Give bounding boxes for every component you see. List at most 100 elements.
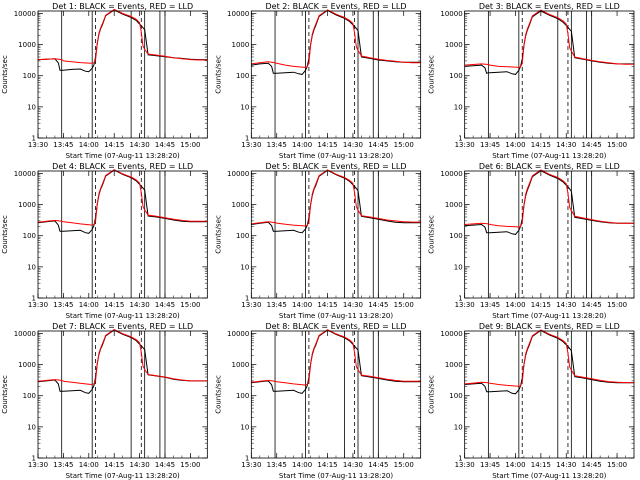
y-tick-label: 10000 xyxy=(14,10,36,18)
x-tick-label: 14:15 xyxy=(104,141,124,149)
x-axis-label: Start Time (07-Aug-11 13:28:20) xyxy=(492,472,606,480)
y-tick-label: 1 xyxy=(32,295,36,303)
x-tick-label: 13:45 xyxy=(480,141,500,149)
y-tick-label: 1000 xyxy=(18,361,36,369)
y-tick-label: 10000 xyxy=(440,330,462,338)
y-tick-label: 10 xyxy=(454,103,463,111)
y-tick-label: 100 xyxy=(23,72,36,80)
plot-frame xyxy=(37,330,208,459)
x-axis-label: Start Time (07-Aug-11 13:28:20) xyxy=(492,312,606,320)
panel-9: Det 9: BLACK = Events, RED = LLD Counts/s… xyxy=(428,322,635,480)
y-axis-label: Counts/sec xyxy=(214,215,222,254)
y-axis-label: Counts/sec xyxy=(428,55,436,94)
x-tick-label: 13:45 xyxy=(53,461,73,469)
y-axis-label: Counts/sec xyxy=(214,375,222,414)
series-line-lld xyxy=(464,329,634,387)
x-tick-label: 14:45 xyxy=(582,301,602,309)
y-tick-label: 10 xyxy=(454,423,463,431)
panel-title: Det 5: BLACK = Events, RED = LLD xyxy=(266,162,407,171)
x-tick-label: 13:30 xyxy=(28,301,48,309)
x-tick-label: 14:00 xyxy=(505,461,525,469)
x-tick-label: 15:00 xyxy=(180,301,200,309)
x-tick-label: 14:30 xyxy=(556,461,576,469)
series-line-lld xyxy=(37,329,208,386)
y-tick-label: 10000 xyxy=(227,170,249,178)
y-tick-label: 100 xyxy=(236,392,249,400)
x-tick-label: 13:45 xyxy=(267,301,287,309)
y-axis-label: Counts/sec xyxy=(1,215,9,254)
y-tick-label: 10 xyxy=(240,103,249,111)
x-tick-label: 14:45 xyxy=(582,141,602,149)
x-tick-label: 14:30 xyxy=(130,141,150,149)
x-tick-label: 14:00 xyxy=(79,301,99,309)
x-tick-label: 13:45 xyxy=(267,461,287,469)
x-tick-label: 15:00 xyxy=(607,301,627,309)
plot-frame xyxy=(250,10,422,139)
x-axis-label: Start Time (07-Aug-11 13:28:20) xyxy=(492,152,606,160)
y-axis-label: Counts/sec xyxy=(214,55,222,94)
y-tick-label: 1 xyxy=(458,455,462,463)
x-tick-label: 13:30 xyxy=(455,461,475,469)
panel-title: Det 2: BLACK = Events, RED = LLD xyxy=(266,2,407,11)
x-tick-label: 14:15 xyxy=(104,461,124,469)
series-line-lld xyxy=(251,329,421,386)
y-tick-label: 10000 xyxy=(14,170,36,178)
y-tick-label: 10 xyxy=(27,423,36,431)
y-tick-label: 10 xyxy=(27,263,36,271)
x-tick-label: 14:45 xyxy=(155,141,175,149)
y-tick-label: 100 xyxy=(449,72,462,80)
y-axis-label: Counts/sec xyxy=(428,215,436,254)
x-tick-label: 14:45 xyxy=(368,141,388,149)
x-axis-label: Start Time (07-Aug-11 13:28:20) xyxy=(66,472,180,480)
series-line-events xyxy=(464,170,634,235)
series-line-lld xyxy=(251,9,421,68)
x-axis-label: Start Time (07-Aug-11 13:28:20) xyxy=(279,312,393,320)
series-line-lld xyxy=(37,8,208,64)
y-tick-label: 100 xyxy=(449,232,462,240)
x-tick-label: 13:30 xyxy=(241,301,261,309)
x-tick-label: 13:30 xyxy=(241,141,261,149)
plot-frame xyxy=(37,170,208,299)
x-axis-label: Start Time (07-Aug-11 13:28:20) xyxy=(66,312,180,320)
series-line-lld xyxy=(37,169,208,226)
panel-2: Det 2: BLACK = Events, RED = LLD Counts/s… xyxy=(214,2,422,160)
x-tick-label: 14:00 xyxy=(79,141,99,149)
x-tick-label: 14:45 xyxy=(368,301,388,309)
x-tick-label: 14:15 xyxy=(317,461,337,469)
panel-5: Det 5: BLACK = Events, RED = LLD Counts/s… xyxy=(214,162,422,320)
x-tick-label: 13:45 xyxy=(53,141,73,149)
y-tick-label: 100 xyxy=(449,392,462,400)
x-tick-label: 14:30 xyxy=(130,461,150,469)
x-tick-label: 13:30 xyxy=(28,461,48,469)
x-tick-label: 13:45 xyxy=(267,141,287,149)
y-tick-label: 1000 xyxy=(18,41,36,49)
y-axis-label: Counts/sec xyxy=(1,375,9,414)
plot-frame xyxy=(464,330,635,459)
x-tick-label: 13:30 xyxy=(455,301,475,309)
x-tick-label: 14:00 xyxy=(292,141,312,149)
x-tick-label: 14:15 xyxy=(104,301,124,309)
y-tick-label: 1 xyxy=(245,455,249,463)
x-tick-label: 14:15 xyxy=(531,301,551,309)
y-tick-label: 100 xyxy=(23,392,36,400)
panel-title: Det 3: BLACK = Events, RED = LLD xyxy=(479,2,620,11)
y-tick-label: 10000 xyxy=(14,330,36,338)
y-tick-label: 100 xyxy=(23,232,36,240)
x-tick-label: 15:00 xyxy=(180,141,200,149)
y-tick-label: 1 xyxy=(245,295,249,303)
y-tick-label: 10000 xyxy=(227,10,249,18)
x-tick-label: 13:30 xyxy=(28,141,48,149)
x-tick-label: 14:45 xyxy=(155,301,175,309)
y-tick-label: 1 xyxy=(245,135,249,143)
panel-8: Det 8: BLACK = Events, RED = LLD Counts/s… xyxy=(214,322,422,480)
plot-frame xyxy=(250,330,422,459)
x-tick-label: 15:00 xyxy=(180,461,200,469)
y-tick-label: 10000 xyxy=(440,170,462,178)
x-tick-label: 14:45 xyxy=(582,461,602,469)
plot-frame xyxy=(464,170,635,299)
x-axis-label: Start Time (07-Aug-11 13:28:20) xyxy=(279,472,393,480)
x-tick-label: 13:30 xyxy=(241,461,261,469)
x-tick-label: 14:00 xyxy=(505,141,525,149)
plot-frame xyxy=(464,10,635,139)
